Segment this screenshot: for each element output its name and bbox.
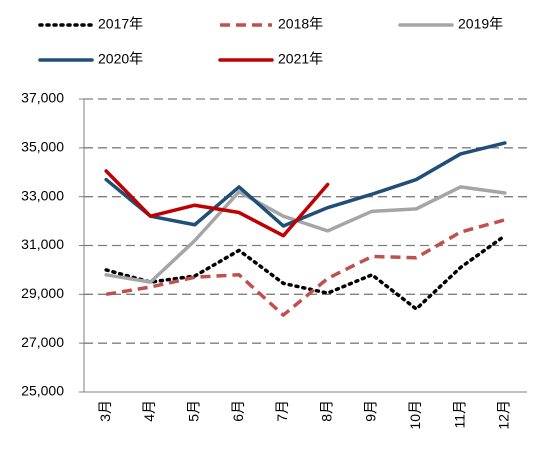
y-tick-label: 27,000 (21, 334, 64, 350)
series-line (104, 169, 330, 238)
x-tick-label: 4月 (141, 400, 157, 422)
y-tick-label: 31,000 (21, 236, 64, 252)
series-line (104, 141, 507, 228)
x-tick-label: 10月 (407, 400, 423, 430)
series-line (105, 218, 506, 317)
x-tick-label: 12月 (496, 400, 512, 430)
legend-label: 2017年 (98, 16, 143, 32)
x-tick-label: 3月 (97, 400, 113, 422)
x-tick-label: 6月 (230, 400, 246, 422)
x-tick-label: 9月 (363, 400, 379, 422)
series-line (104, 185, 507, 284)
y-tick-label: 35,000 (21, 139, 64, 155)
x-tick-label: 7月 (274, 400, 290, 422)
y-tick-label: 29,000 (21, 285, 64, 301)
legend-label: 2019年 (458, 16, 503, 32)
x-tick-label: 11月 (451, 400, 467, 429)
legend-label: 2018年 (278, 16, 323, 32)
x-tick-label: 8月 (318, 400, 334, 422)
x-tick-label: 5月 (185, 400, 201, 422)
y-tick-label: 37,000 (21, 90, 64, 106)
legend-label: 2020年 (98, 51, 143, 67)
y-tick-label: 33,000 (21, 187, 64, 203)
y-tick-label: 25,000 (21, 383, 64, 399)
legend-label: 2021年 (278, 51, 323, 67)
series-line (104, 233, 507, 311)
